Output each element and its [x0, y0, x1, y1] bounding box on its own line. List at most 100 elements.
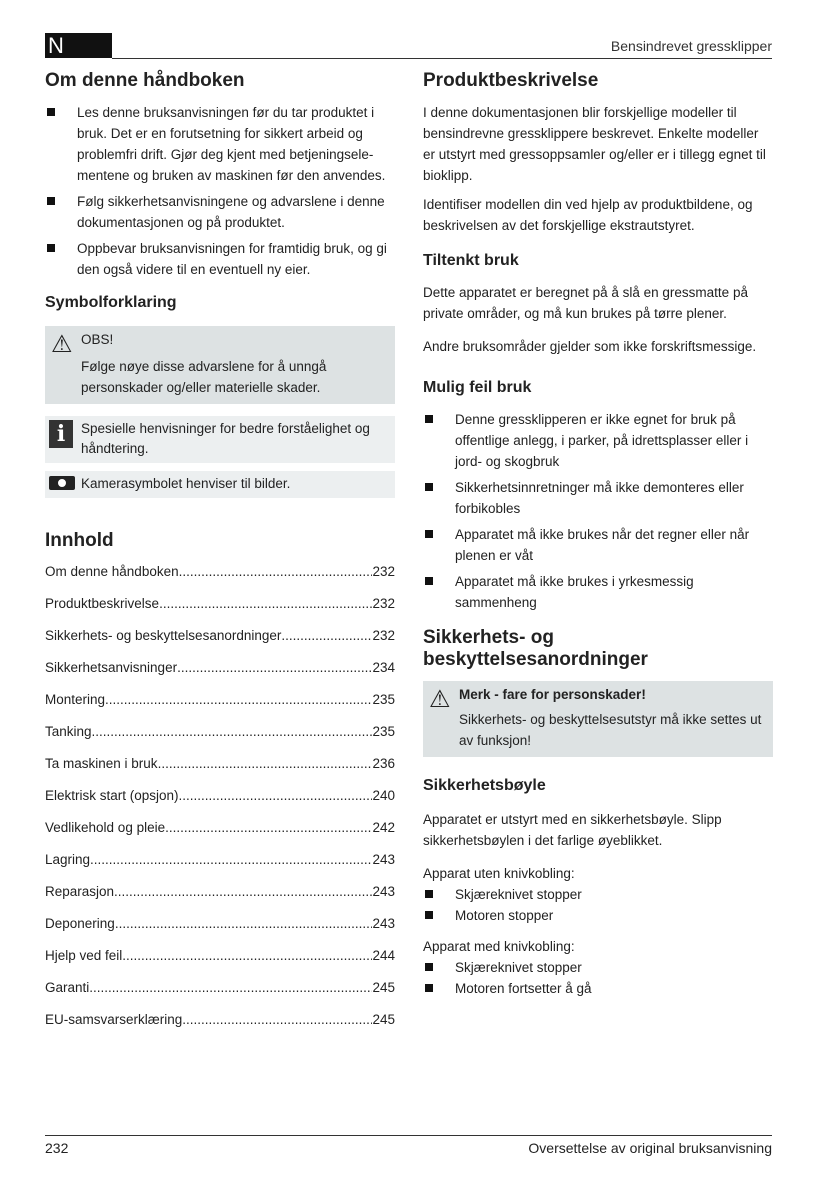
toc-page: 245: [372, 1012, 395, 1027]
toc-entry-title: Deponering: [45, 916, 115, 931]
paragraph: Apparatet er utstyrt med en sikkerhetsbø…: [423, 812, 722, 848]
toc-title: Innhold: [45, 530, 114, 551]
toc-entry-title: Lagring: [45, 852, 91, 867]
warning-box: ⚠ OBS! Følge nøye disse advarslene for å…: [45, 326, 395, 404]
toc-page: 245: [372, 980, 395, 995]
paragraph: Apparat med knivkobling:: [423, 939, 575, 954]
list-item: Les denne bruksanvisningen før du tar pr…: [45, 102, 395, 186]
section-title: Mulig feil bruk: [423, 379, 532, 396]
section-title: Sikkerhetsbøyle: [423, 777, 546, 794]
toc-dots: [182, 1004, 372, 1036]
camera-icon: [49, 476, 75, 490]
toc-entry-title: Vedlikehold og pleie: [45, 820, 166, 835]
warning-icon: ⚠: [429, 686, 451, 713]
toc-dots: [89, 972, 372, 1004]
toc-entry[interactable]: Elektrisk start (opsjon) 240: [45, 780, 395, 812]
toc-dots: [165, 812, 372, 844]
toc-entry-title: Sikkerhetsanvisninger: [45, 660, 178, 675]
list-item: Følg sikkerhetsanvisningene og advarslen…: [45, 191, 395, 233]
paragraph: Andre bruksområder gjelder som ikke fors…: [423, 339, 757, 354]
toc-page: 244: [372, 948, 395, 963]
toc-entry[interactable]: Lagring 243: [45, 844, 395, 876]
toc-entry-title: Produktbeskrivelse: [45, 596, 160, 611]
toc-page: 232: [372, 596, 395, 611]
camera-text: Kamerasymbolet henviser til bilder.: [81, 476, 291, 491]
paragraph: Identifiser modellen din ved hjelp av pr…: [423, 197, 753, 233]
toc-dots: [177, 652, 372, 684]
without-list: Skjæreknivet stopper Motoren stopper: [423, 884, 773, 926]
toc-dots: [179, 556, 373, 588]
toc-page: 242: [372, 820, 395, 835]
toc-entry-title: Reparasjon: [45, 884, 115, 899]
section-title: Symbolforklaring: [45, 294, 177, 311]
list-item: Oppbevar bruksanvisningen for framtidig …: [45, 238, 395, 280]
toc-entry-title: EU-samsvarserklæring: [45, 1012, 183, 1027]
toc-entry[interactable]: Sikkerhets- og beskyttelsesanordninger 23…: [45, 620, 395, 652]
section-title: Sikkerhets- og beskyttelsesanordninger: [423, 627, 648, 670]
section-title: Om denne håndboken: [45, 70, 245, 91]
toc-entry[interactable]: Produktbeskrivelse 232: [45, 588, 395, 620]
toc-entry[interactable]: EU-samsvarserklæring 245: [45, 1004, 395, 1036]
warning-box: ⚠ Merk - fare for personskader! Sikkerhe…: [423, 681, 773, 757]
toc-dots: [90, 844, 372, 876]
camera-box: Kamerasymbolet henviser til bilder.: [45, 471, 395, 498]
toc-dots: [179, 780, 373, 812]
section-title: Tiltenkt bruk: [423, 252, 519, 269]
toc-entry[interactable]: Tanking 235: [45, 716, 395, 748]
toc-entry[interactable]: Sikkerhetsanvisninger 234: [45, 652, 395, 684]
toc-entry[interactable]: Hjelp ved feil 244: [45, 940, 395, 972]
warning-title: Merk - fare for personskader!: [459, 687, 646, 702]
about-list: Les denne bruksanvisningen før du tar pr…: [45, 102, 395, 280]
toc-entry-title: Elektrisk start (opsjon): [45, 788, 179, 803]
toc-dots: [114, 876, 372, 908]
list-item: Skjæreknivet stopper: [423, 884, 773, 905]
toc-dots: [158, 748, 373, 780]
toc-page: 240: [372, 788, 395, 803]
toc-entry-title: Garanti: [45, 980, 90, 995]
toc-entry-title: Om denne håndboken: [45, 564, 179, 579]
toc-dots: [159, 588, 372, 620]
toc-entry[interactable]: Vedlikehold og pleie 242: [45, 812, 395, 844]
warning-text: Følge nøye disse advarslene for å unngå …: [81, 359, 327, 395]
toc-entry-title: Hjelp ved feil: [45, 948, 123, 963]
toc-dots: [92, 716, 373, 748]
toc-entry[interactable]: Ta maskinen i bruk 236: [45, 748, 395, 780]
toc-entry[interactable]: Montering 235: [45, 684, 395, 716]
right-column: Produktbeskrivelse I denne dokumentasjon…: [423, 70, 773, 1007]
list-item: Apparatet må ikke brukes når det regner …: [423, 524, 773, 566]
toc-entry-title: Ta maskinen i bruk: [45, 756, 158, 771]
info-icon: i: [49, 420, 73, 448]
section-title: Produktbeskrivelse: [423, 70, 599, 91]
paragraph: Apparat uten knivkobling:: [423, 866, 575, 881]
toc-entry[interactable]: Om denne håndboken 232: [45, 556, 395, 588]
header-title: Bensindrevet gressklipper: [610, 38, 772, 54]
toc-entry[interactable]: Deponering 243: [45, 908, 395, 940]
toc-entry-title: Tanking: [45, 724, 92, 739]
toc-page: 235: [372, 692, 395, 707]
toc-page: 243: [372, 916, 395, 931]
page-number: 232: [45, 1140, 69, 1156]
toc-dots: [105, 684, 372, 716]
toc-page: 232: [372, 564, 395, 579]
toc-entry[interactable]: Garanti 245: [45, 972, 395, 1004]
footer-title: Oversettelse av original bruksanvisning: [528, 1140, 772, 1156]
toc-page: 243: [372, 884, 395, 899]
toc-page: 235: [372, 724, 395, 739]
list-item: Denne gressklipperen er ikke egnet for b…: [423, 409, 773, 472]
warning-icon: ⚠: [51, 331, 73, 358]
list-item: Motoren fortsetter å gå: [423, 978, 773, 999]
toc-dots: [122, 940, 372, 972]
left-column: Om denne håndboken Les denne bruksanvisn…: [45, 70, 395, 1036]
toc-dots: [115, 908, 373, 940]
list-item: Apparatet må ikke brukes i yrkesmessig s…: [423, 571, 773, 613]
list-item: Sikkerhetsinnretninger må ikke demontere…: [423, 477, 773, 519]
toc-page: 234: [372, 660, 395, 675]
language-tab: N: [45, 33, 112, 58]
toc-page: 243: [372, 852, 395, 867]
toc-entry[interactable]: Reparasjon 243: [45, 876, 395, 908]
warning-text: Sikkerhets- og beskyttelsesutstyr må ikk…: [459, 712, 762, 748]
warning-title: OBS!: [81, 332, 114, 347]
info-text: Spesielle henvisninger for bedre forståe…: [81, 421, 370, 456]
header-rule: [112, 58, 772, 59]
